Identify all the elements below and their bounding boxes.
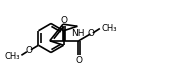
Text: O: O (61, 16, 68, 25)
Text: O: O (75, 56, 82, 65)
Text: O: O (88, 29, 95, 38)
Text: NH: NH (71, 29, 85, 38)
Text: O: O (25, 46, 32, 55)
Text: CH₃: CH₃ (5, 52, 20, 61)
Text: CH₃: CH₃ (102, 23, 117, 33)
